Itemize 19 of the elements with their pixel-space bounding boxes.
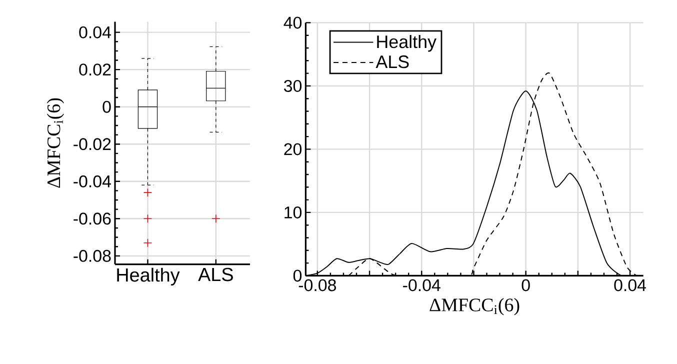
legend-label: Healthy	[377, 34, 436, 52]
y-tick-label: 30	[284, 80, 302, 92]
x-tick-label: 0	[522, 279, 530, 292]
y-tick-label: -0.02	[74, 138, 111, 150]
y-tick-label: -0.08	[74, 250, 111, 262]
y-axis-title: ΔMFCC$_{i}$(6)	[46, 98, 64, 188]
x-tick-label: Healthy	[117, 268, 180, 286]
y-tick-label: 10	[284, 206, 302, 218]
x-axis-title: ΔMFCC$_{i}$(6)	[430, 298, 520, 316]
y-tick-label: -0.04	[74, 175, 111, 188]
legend-label: ALS	[376, 55, 409, 68]
y-tick-label: 20	[284, 143, 302, 156]
x-tick-label: 0.04	[614, 279, 646, 292]
x-tick-label: -0.04	[403, 279, 440, 292]
y-tick-label: -0.06	[74, 212, 111, 225]
y-tick-label: 0.02	[79, 64, 111, 76]
y-tick-label: 0.04	[79, 26, 111, 38]
y-tick-label: 0	[102, 100, 111, 113]
y-tick-label: 40	[284, 16, 302, 29]
